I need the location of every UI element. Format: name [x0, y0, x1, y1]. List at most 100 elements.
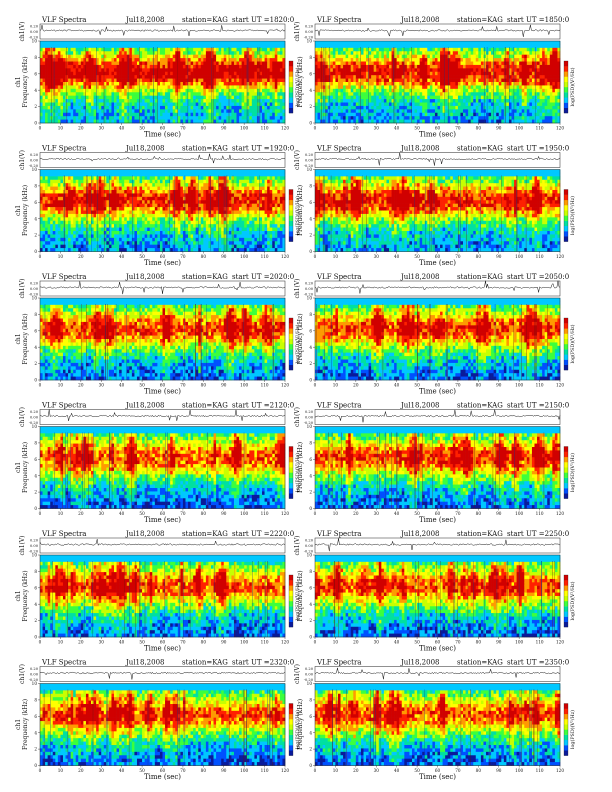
- spectrogram-cell: [170, 95, 174, 100]
- spectrogram-cell: [463, 71, 466, 76]
- spectrogram-cell: [205, 41, 209, 45]
- spectrogram-cell: [40, 176, 43, 181]
- spectrogram-cell: [417, 61, 420, 66]
- spectrogram-cell: [70, 64, 74, 69]
- spectrogram-cell: [103, 99, 107, 103]
- spectrogram-cell: [262, 71, 265, 76]
- spectrogram-cell: [47, 47, 51, 52]
- spectrogram-cell: [350, 58, 354, 62]
- spectrogram-cell: [264, 102, 268, 107]
- spectrogram-cell: [455, 78, 459, 83]
- spectrogram-cell: [526, 54, 530, 59]
- spectrogram-cell: [531, 61, 535, 66]
- spectrogram-cell: [396, 99, 400, 103]
- spectrogram-cell: [236, 119, 240, 124]
- spectrogram-cell: [485, 95, 489, 100]
- spectrogram-cell: [134, 47, 138, 52]
- spectrogram-cell: [264, 41, 268, 45]
- spectrogram-cell: [149, 61, 153, 66]
- spectrogram-cell: [473, 47, 477, 52]
- spectrogram-cell: [129, 82, 133, 86]
- spectrogram-cell: [85, 99, 89, 103]
- spectrogram-cell: [78, 85, 82, 90]
- spectrogram-cell: [98, 47, 102, 52]
- panel-station: station=KAG: [457, 16, 503, 24]
- spectrogram-cell: [419, 82, 423, 86]
- spectrogram-cell: [244, 88, 248, 93]
- spectrogram-cell: [121, 99, 125, 103]
- spectrogram-cell: [447, 85, 451, 90]
- spectrogram-cell: [274, 119, 278, 124]
- spectrogram-cell: [264, 82, 268, 86]
- spectrogram-cell: [144, 92, 148, 96]
- spectrogram-cell: [195, 61, 199, 66]
- spectrogram-cell: [272, 92, 276, 96]
- spectrogram-cell: [62, 71, 66, 76]
- spectrogram-cell: [91, 44, 94, 49]
- spectrogram-cell: [465, 61, 469, 66]
- spectrogram-cell: [511, 119, 515, 124]
- spectrogram-cell: [139, 109, 143, 114]
- spectrogram-cell: [414, 78, 418, 83]
- spectrogram-cell: [549, 78, 553, 83]
- spectrogram-cell: [409, 51, 413, 55]
- spectrogram-cell: [75, 82, 79, 86]
- spectrogram-cell: [358, 82, 362, 86]
- spectrogram-cell: [554, 58, 558, 62]
- spectrogram-cell: [506, 47, 510, 52]
- spectrogram-cell: [42, 234, 46, 239]
- spectrogram-cell: [277, 58, 281, 62]
- spectrogram-cell: [401, 85, 405, 90]
- spectrogram-cell: [353, 75, 357, 79]
- spectrogram-cell: [417, 88, 420, 93]
- spectrogram-cell: [470, 85, 474, 90]
- spectrogram-cell: [539, 68, 543, 73]
- spectrogram-cell: [45, 78, 48, 83]
- spectrogram-cell: [96, 99, 99, 103]
- spectrogram-cell: [42, 241, 46, 245]
- spectrogram-cell: [159, 102, 163, 107]
- spectrogram-cell: [335, 92, 339, 96]
- spectrogram-cell: [422, 58, 426, 62]
- spectrogram-cell: [455, 109, 459, 114]
- spectrogram-cell: [391, 78, 395, 83]
- spectrogram-cell: [457, 44, 461, 49]
- spectrogram-cell: [121, 64, 125, 69]
- spectrogram-cell: [205, 58, 209, 62]
- spectrogram-cell: [396, 119, 400, 124]
- spectrogram-cell: [91, 78, 94, 83]
- spectrogram-cell: [185, 109, 189, 114]
- spectrogram-cell: [455, 116, 459, 120]
- spectrogram-cell: [549, 95, 553, 100]
- spectrogram-cell: [501, 119, 505, 124]
- spectrogram-cell: [544, 71, 548, 76]
- spectrogram-cell: [131, 105, 135, 110]
- spectrogram-cell: [251, 85, 255, 90]
- spectrogram-cell: [343, 78, 346, 83]
- spectrogram-cell: [514, 102, 517, 107]
- spectrogram-cell: [552, 47, 556, 52]
- spectrogram-cell: [106, 85, 110, 90]
- spectrogram-cell: [185, 41, 189, 45]
- spectrogram-cell: [386, 85, 390, 90]
- spectrogram-cell: [274, 88, 278, 93]
- spectrogram-cell: [511, 102, 515, 107]
- spectrogram-cell: [455, 119, 459, 124]
- spectrogram-cell: [96, 95, 99, 100]
- spectrogram-cell: [360, 92, 364, 96]
- spectrogram-cell: [45, 116, 48, 120]
- spectrogram-cell: [491, 112, 494, 117]
- spectrogram-cell: [162, 75, 166, 79]
- spectrogram-cell: [332, 78, 336, 83]
- spectrogram-cell: [335, 44, 339, 49]
- spectrogram-cell: [325, 64, 329, 69]
- spectrogram-cell: [554, 51, 558, 55]
- spectrogram-cell: [98, 41, 102, 45]
- spectrogram-cell: [389, 78, 392, 83]
- spectrogram-cell: [537, 119, 540, 124]
- spectrogram-cell: [40, 95, 43, 100]
- spectrogram-cell: [450, 116, 454, 120]
- spectrogram-cell: [83, 105, 87, 110]
- spectrogram-cell: [241, 71, 245, 76]
- spectrogram-cell: [149, 75, 153, 79]
